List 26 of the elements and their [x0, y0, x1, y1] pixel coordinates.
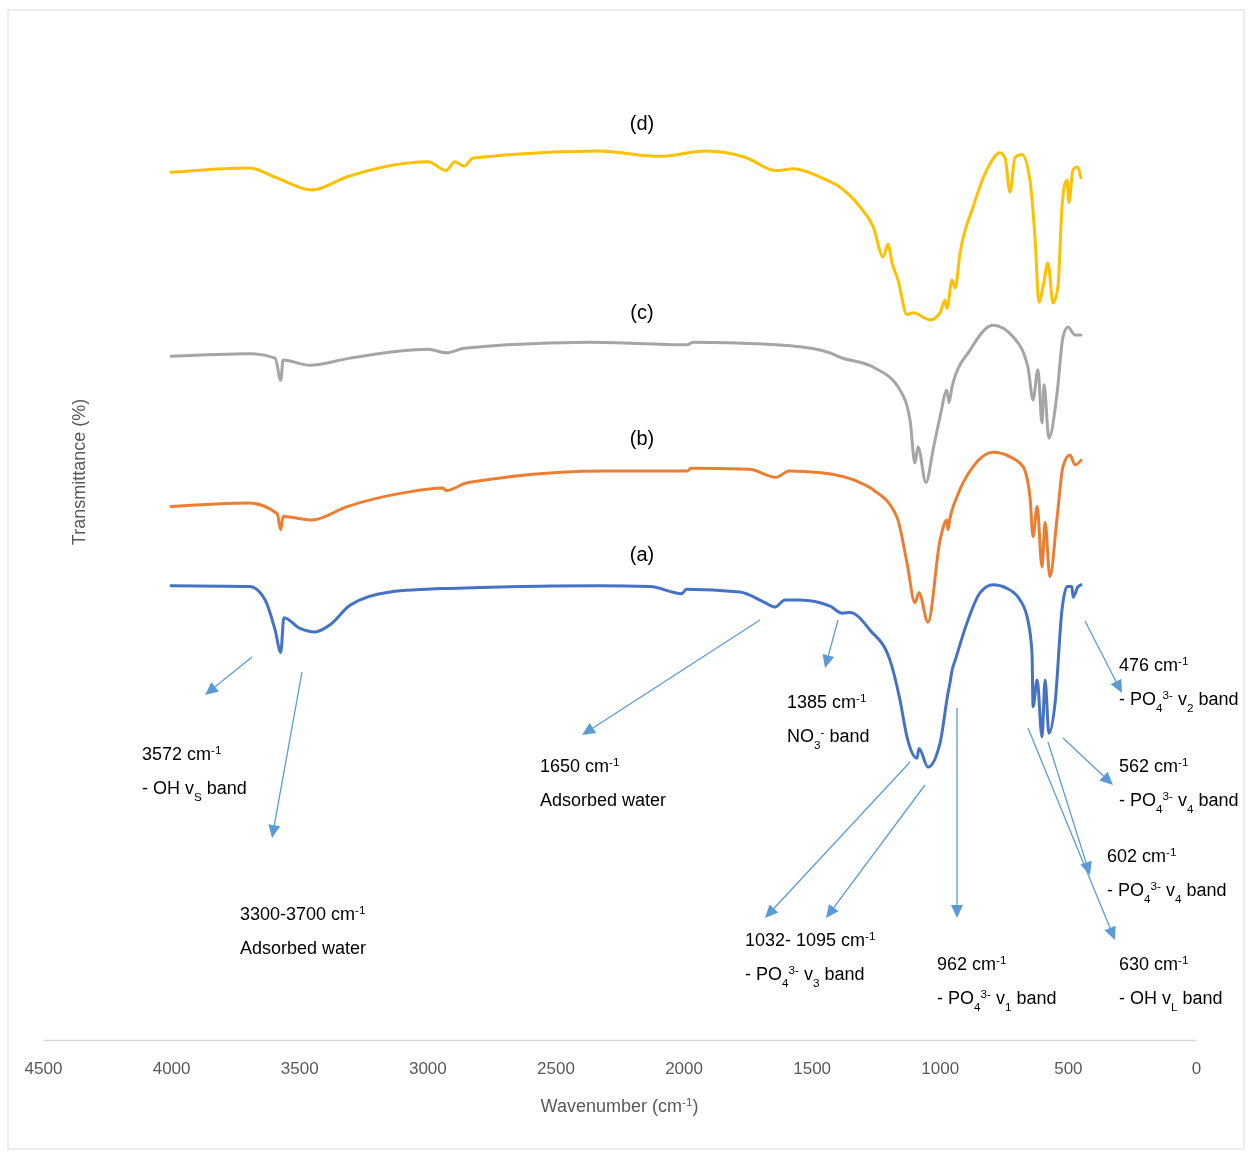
series-label: (a) — [629, 542, 655, 565]
x-tick-label: 1000 — [921, 1059, 960, 1079]
x-tick-label: 500 — [1054, 1059, 1083, 1079]
y-axis-title: Transmittance (%) — [69, 398, 89, 546]
text: 3572 cm$^{-1}$ - OH v$_{S}$ band — [142, 742, 247, 803]
text: 562 cm$^{-1}$ - PO$_{4}$$^{3-}$ v$_{4}$ band — [1119, 754, 1239, 815]
text: 962 cm$^{-1}$ - PO$_{4}$$^{3-}$ v$_{1}$ band — [937, 952, 1057, 1013]
x-tick-label: 2500 — [537, 1059, 575, 1079]
x-tick-label: 4500 — [24, 1059, 63, 1079]
x-tick-label: 3000 — [408, 1059, 447, 1079]
text: 1385 cm$^{-1}$ NO$_{3}$$^{-}$ band — [787, 690, 870, 751]
text: 630 cm$^{-1}$ - OH v$_{L}$ band — [1119, 952, 1223, 1013]
series-label: (d) — [629, 112, 655, 135]
x-tick-label: 3500 — [280, 1059, 319, 1079]
text: 476 cm$^{-1}$ - PO$_{4}$$^{3-}$ v$_{2}$ band — [1119, 653, 1239, 714]
x-tick-label: 2000 — [665, 1059, 703, 1079]
series-label: (b) — [629, 427, 655, 450]
text: 1650 cm$^{-1}$ Adsorbed water — [540, 754, 667, 810]
series-label: (c) — [630, 300, 654, 323]
x-tick-label: 0 — [1191, 1059, 1202, 1079]
x-tick-label: 4000 — [152, 1059, 191, 1079]
text: 1032- 1095 cm$^{-1}$ - PO$_{4}$$^{3-}$ v$_{3}$ band — [745, 928, 876, 989]
text: 602 cm$^{-1}$ - PO$_{4}$$^{3-}$ v$_{4}$ band — [1107, 844, 1227, 905]
text: 3300-3700 cm$^{-1}$ Adsorbed water — [240, 902, 367, 958]
x-axis-title: Wavenumber (cm$^{-1}$) — [540, 1094, 699, 1116]
x-tick-label: 1500 — [793, 1059, 832, 1079]
